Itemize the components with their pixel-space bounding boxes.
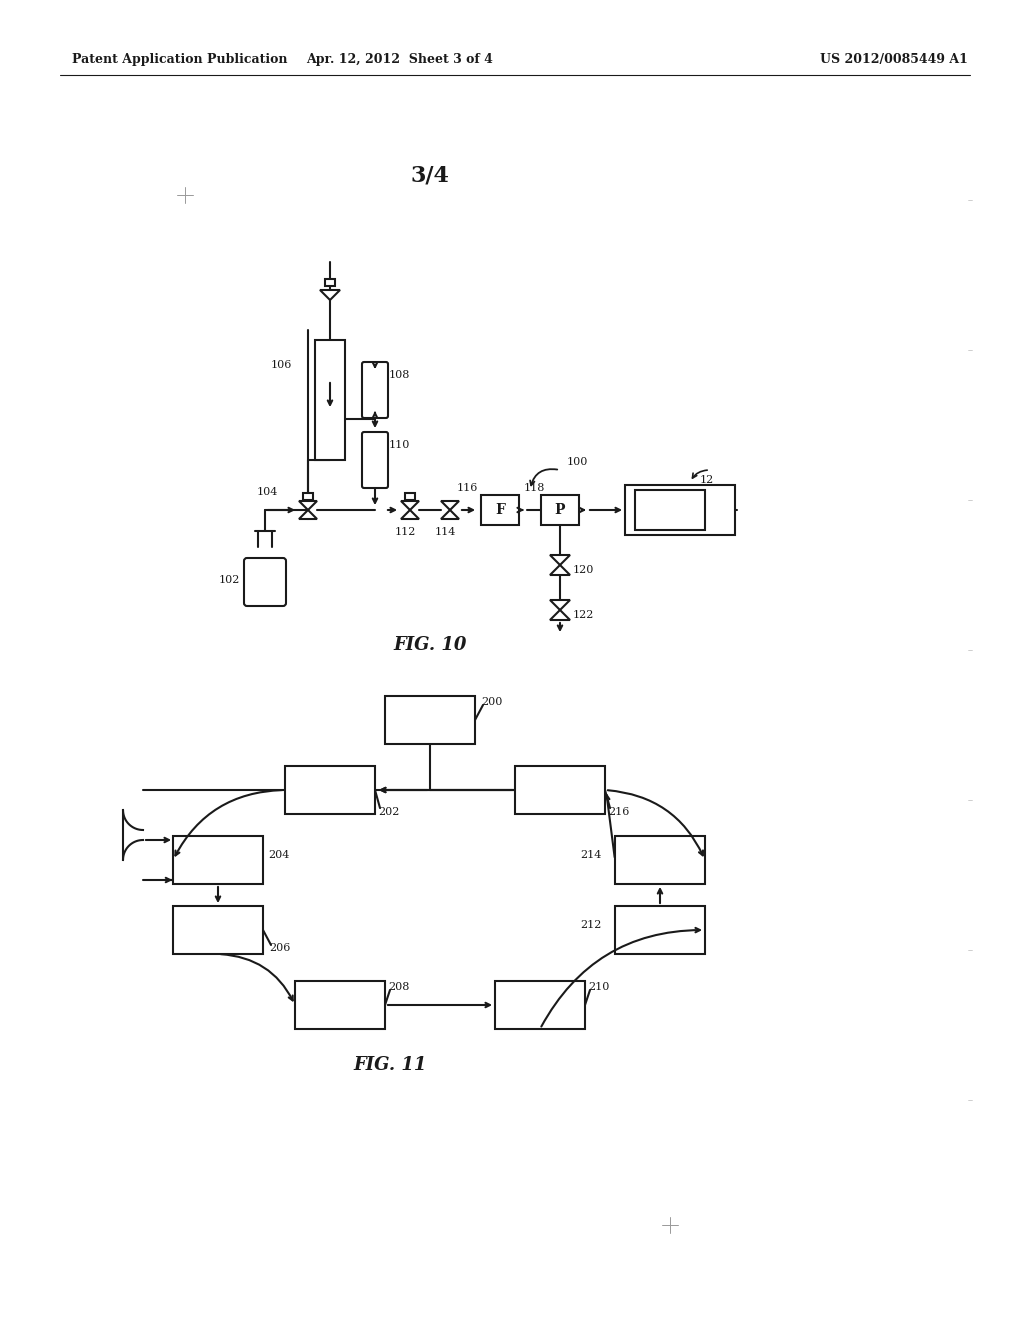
Polygon shape [401, 502, 419, 510]
Bar [285, 766, 375, 814]
Text: 106: 106 [270, 360, 292, 370]
Text: F: F [495, 503, 505, 517]
Text: 3/4: 3/4 [411, 164, 450, 186]
Text: 120: 120 [573, 565, 594, 576]
Text: 108: 108 [389, 370, 411, 380]
Polygon shape [550, 565, 570, 576]
Bar [625, 484, 735, 535]
Bar [615, 906, 705, 954]
Text: US 2012/0085449 A1: US 2012/0085449 A1 [820, 54, 968, 66]
Text: 118: 118 [523, 483, 545, 492]
Text: 212: 212 [580, 920, 601, 931]
Text: 206: 206 [269, 942, 291, 953]
FancyBboxPatch shape [362, 362, 388, 418]
Text: 122: 122 [573, 610, 594, 620]
Bar [303, 492, 313, 499]
FancyBboxPatch shape [362, 432, 388, 488]
Text: 210: 210 [588, 982, 609, 993]
Polygon shape [441, 510, 459, 519]
Bar [481, 495, 519, 525]
Text: 102: 102 [219, 576, 240, 585]
Bar [635, 490, 705, 531]
Bar [295, 981, 385, 1030]
Text: 200: 200 [481, 697, 503, 708]
Text: 204: 204 [268, 850, 290, 861]
Text: P: P [555, 503, 565, 517]
Bar [325, 279, 335, 285]
Polygon shape [319, 290, 340, 300]
Bar [173, 906, 263, 954]
Text: 216: 216 [608, 807, 630, 817]
Text: 116: 116 [457, 483, 478, 492]
Polygon shape [441, 502, 459, 510]
Polygon shape [550, 610, 570, 620]
Bar [315, 341, 345, 459]
Text: Apr. 12, 2012  Sheet 3 of 4: Apr. 12, 2012 Sheet 3 of 4 [306, 54, 494, 66]
Text: 100: 100 [567, 457, 589, 467]
Text: 202: 202 [378, 807, 399, 817]
Polygon shape [299, 502, 317, 510]
Polygon shape [299, 510, 317, 519]
Bar [173, 836, 263, 884]
Text: FIG. 10: FIG. 10 [393, 636, 467, 653]
Bar [615, 836, 705, 884]
Text: 112: 112 [394, 527, 416, 537]
Text: 104: 104 [257, 487, 278, 498]
Polygon shape [401, 510, 419, 519]
Text: 208: 208 [388, 982, 410, 993]
Bar [541, 495, 579, 525]
Text: 12: 12 [700, 475, 715, 484]
Text: Patent Application Publication: Patent Application Publication [72, 54, 288, 66]
Text: 214: 214 [580, 850, 601, 861]
Polygon shape [550, 601, 570, 610]
Bar [406, 492, 415, 499]
Bar [515, 766, 605, 814]
Polygon shape [550, 554, 570, 565]
Bar [385, 696, 475, 744]
Text: 114: 114 [434, 527, 456, 537]
Text: 110: 110 [389, 440, 411, 450]
Text: FIG. 11: FIG. 11 [353, 1056, 427, 1074]
FancyBboxPatch shape [244, 558, 286, 606]
Bar [495, 981, 585, 1030]
